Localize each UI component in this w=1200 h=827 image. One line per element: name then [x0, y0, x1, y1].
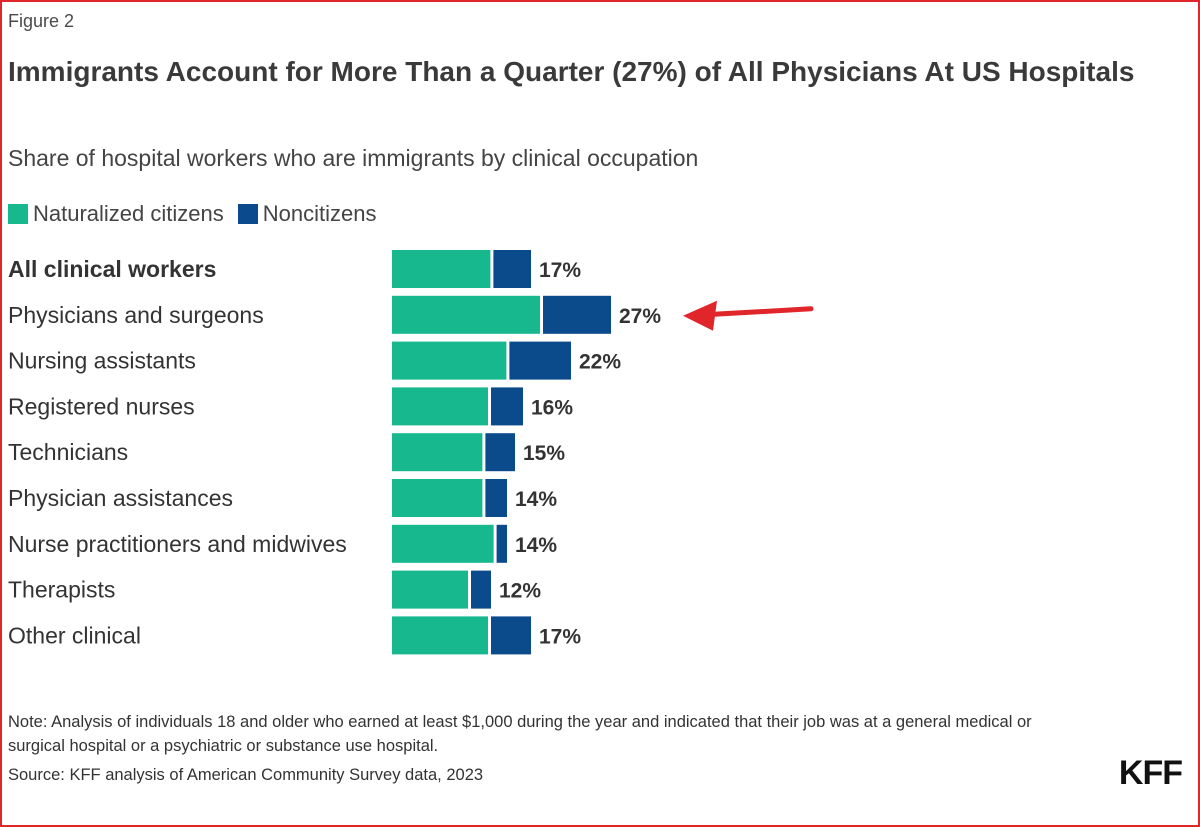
- chart-legend: Naturalized citizens Noncitizens: [8, 201, 390, 227]
- bar-noncitizens-all-clinical-workers: [493, 250, 531, 288]
- bar-noncitizens-nurse-practitioners-and-midwives: [496, 524, 507, 563]
- bar-noncitizens-other-clinical: [491, 616, 531, 655]
- highlight-arrow-head: [683, 300, 717, 331]
- category-label-other-clinical: Other clinical: [8, 622, 141, 648]
- highlight-arrow-shaft: [702, 306, 814, 318]
- legend-swatch-naturalized: [8, 204, 28, 224]
- total-label-registered-nurses: 16%: [531, 396, 573, 419]
- chart-source: Source: KFF analysis of American Communi…: [8, 766, 484, 784]
- category-label-physician-assistances: Physician assistances: [8, 485, 233, 511]
- bar-noncitizens-nursing-assistants: [509, 341, 571, 380]
- kff-logo: KFF: [1118, 754, 1183, 792]
- total-label-therapists: 12%: [499, 580, 541, 603]
- bar-noncitizens-registered-nurses: [491, 387, 523, 426]
- category-label-registered-nurses: Registered nurses: [8, 393, 195, 419]
- bar-noncitizens-therapists: [471, 570, 491, 609]
- bar-naturalized-physicians-and-surgeons: [392, 295, 540, 334]
- category-label-therapists: Therapists: [8, 577, 115, 603]
- chart-subtitle: Share of hospital workers who are immigr…: [8, 145, 699, 171]
- total-label-nurse-practitioners-and-midwives: 14%: [515, 534, 557, 557]
- total-label-physician-assistances: 14%: [515, 488, 557, 511]
- category-label-nurse-practitioners-and-midwives: Nurse practitioners and midwives: [8, 531, 347, 557]
- bar-naturalized-registered-nurses: [392, 387, 488, 426]
- bar-naturalized-therapists: [392, 570, 468, 609]
- total-label-nursing-assistants: 22%: [579, 351, 621, 374]
- category-label-technicians: Technicians: [8, 439, 128, 465]
- legend-label-noncitizens: Noncitizens: [262, 201, 377, 226]
- chart-title: Immigrants Account for More Than a Quart…: [8, 56, 1135, 87]
- bar-naturalized-nursing-assistants: [392, 341, 507, 380]
- category-label-nursing-assistants: Nursing assistants: [8, 348, 196, 374]
- bar-naturalized-physician-assistances: [392, 479, 483, 517]
- bar-chart: All clinical workers 17% Physicians and su…: [8, 250, 814, 655]
- figure-label: Figure 2: [8, 11, 75, 31]
- total-label-physicians-and-surgeons: 27%: [619, 305, 661, 328]
- category-label-all-clinical-workers: All clinical workers: [8, 256, 216, 282]
- total-label-technicians: 15%: [523, 442, 565, 465]
- legend-swatch-noncitizens: [237, 204, 258, 224]
- bar-noncitizens-physicians-and-surgeons: [543, 295, 611, 334]
- legend-label-naturalized: Naturalized citizens: [33, 201, 224, 226]
- bar-naturalized-all-clinical-workers: [392, 250, 491, 288]
- bar-naturalized-other-clinical: [392, 616, 488, 655]
- legend-item-naturalized: Naturalized citizens: [8, 201, 224, 227]
- chart-note: Note: Analysis of individuals 18 and old…: [8, 713, 1032, 755]
- bar-naturalized-nurse-practitioners-and-midwives: [392, 524, 494, 563]
- legend-item-noncitizens: Noncitizens: [237, 201, 377, 227]
- category-label-physicians-and-surgeons: Physicians and surgeons: [8, 302, 264, 328]
- total-label-other-clinical: 17%: [539, 625, 581, 648]
- bar-noncitizens-physician-assistances: [485, 479, 507, 517]
- bar-naturalized-technicians: [392, 433, 483, 472]
- bar-noncitizens-technicians: [485, 433, 515, 472]
- total-label-all-clinical-workers: 17%: [539, 259, 581, 282]
